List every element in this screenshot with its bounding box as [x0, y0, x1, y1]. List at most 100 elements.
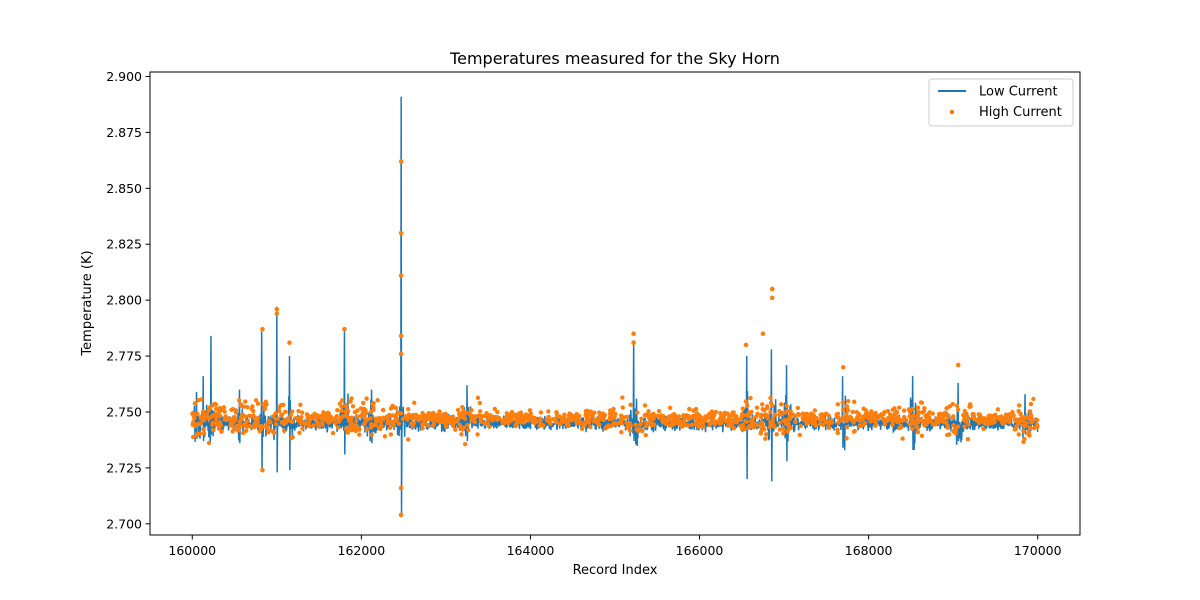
high-current-point [887, 412, 893, 417]
high-current-point [369, 432, 374, 437]
y-tick-label: 2.725 [106, 460, 142, 475]
high-current-point [500, 418, 505, 423]
high-current-point [1016, 403, 1022, 408]
high-current-point [628, 402, 633, 408]
high-current-point [915, 405, 921, 410]
high-current-point [198, 414, 203, 420]
high-current-point [707, 422, 713, 427]
high-current-point [495, 409, 500, 415]
high-current-point [566, 417, 572, 423]
high-current-point [254, 423, 260, 428]
high-current-point [447, 415, 452, 420]
high-current-point [222, 409, 227, 414]
high-current-point [1021, 428, 1026, 434]
high-current-point [202, 415, 207, 420]
high-current-point [620, 405, 625, 410]
high-current-point [967, 402, 973, 407]
high-current-point [260, 467, 265, 473]
high-current-point [740, 406, 745, 411]
high-current-point [281, 428, 287, 433]
high-current-point [734, 414, 739, 419]
high-current-point [774, 432, 779, 437]
high-current-point [332, 417, 337, 422]
high-current-point [890, 415, 895, 420]
high-current-point [915, 425, 920, 430]
high-current-point [546, 409, 551, 414]
high-current-point [210, 427, 216, 433]
high-current-point [995, 407, 1001, 412]
high-current-point [779, 402, 784, 407]
high-current-point [349, 396, 354, 401]
high-current-point [655, 413, 660, 418]
legend-label-low-current: Low Current [979, 85, 1058, 100]
high-current-point [954, 403, 960, 408]
high-current-point [477, 413, 482, 418]
high-current-point [264, 425, 270, 430]
high-current-point [298, 421, 304, 426]
high-current-point [441, 415, 446, 420]
high-current-point [962, 413, 967, 418]
high-current-point [217, 413, 223, 419]
high-current-point [615, 421, 620, 426]
high-current-point [700, 423, 706, 428]
high-current-point [882, 422, 887, 427]
high-current-point [919, 433, 925, 439]
high-current-point [955, 424, 961, 429]
high-current-point [357, 432, 362, 437]
high-current-point [314, 414, 319, 419]
high-current-point [826, 425, 832, 430]
high-current-point [557, 414, 562, 419]
high-current-point [1016, 432, 1021, 437]
high-current-point [840, 400, 845, 405]
high-current-point [249, 424, 254, 429]
high-current-point [311, 423, 316, 428]
high-current-point [297, 430, 302, 436]
high-current-point [747, 410, 752, 415]
high-current-point [788, 409, 793, 414]
high-current-point [942, 410, 948, 416]
high-current-point [202, 431, 207, 436]
high-current-point [678, 423, 684, 428]
high-current-point [727, 413, 732, 419]
high-current-point [290, 434, 295, 440]
high-current-point [840, 364, 846, 370]
high-current-point [941, 417, 946, 422]
high-current-point [872, 412, 877, 418]
chart-title: Temperatures measured for the Sky Horn [449, 49, 780, 68]
high-current-point [642, 403, 648, 408]
legend: Low Current High Current [928, 78, 1074, 127]
high-current-point [588, 424, 593, 429]
high-current-point [762, 408, 767, 413]
high-current-point [426, 416, 431, 421]
high-current-point [946, 415, 951, 420]
high-current-point [944, 420, 949, 425]
high-current-point [703, 414, 708, 419]
high-current-point [562, 412, 567, 417]
high-current-point [354, 424, 360, 430]
x-tick-label: 168000 [845, 543, 893, 558]
high-current-point [749, 419, 754, 425]
high-current-point [240, 430, 246, 436]
high-current-point [796, 412, 802, 417]
y-tick-label: 2.825 [106, 237, 142, 252]
high-current-point [343, 409, 348, 415]
high-current-point [819, 412, 825, 417]
high-current-point [662, 417, 667, 423]
high-current-point [865, 415, 871, 421]
high-current-point [238, 403, 244, 408]
high-current-point [919, 400, 925, 405]
high-current-point [739, 427, 745, 432]
high-current-point [768, 400, 774, 406]
high-current-point [518, 410, 524, 415]
high-current-point [255, 415, 261, 421]
high-current-point [651, 422, 657, 427]
high-current-point [239, 416, 244, 422]
high-current-point [554, 410, 559, 416]
high-current-point [576, 417, 581, 423]
high-current-point [350, 404, 356, 409]
high-current-point [803, 417, 809, 422]
high-current-point [275, 416, 281, 421]
high-current-point [580, 422, 586, 427]
high-current-point [764, 413, 769, 419]
high-current-point [437, 415, 442, 421]
